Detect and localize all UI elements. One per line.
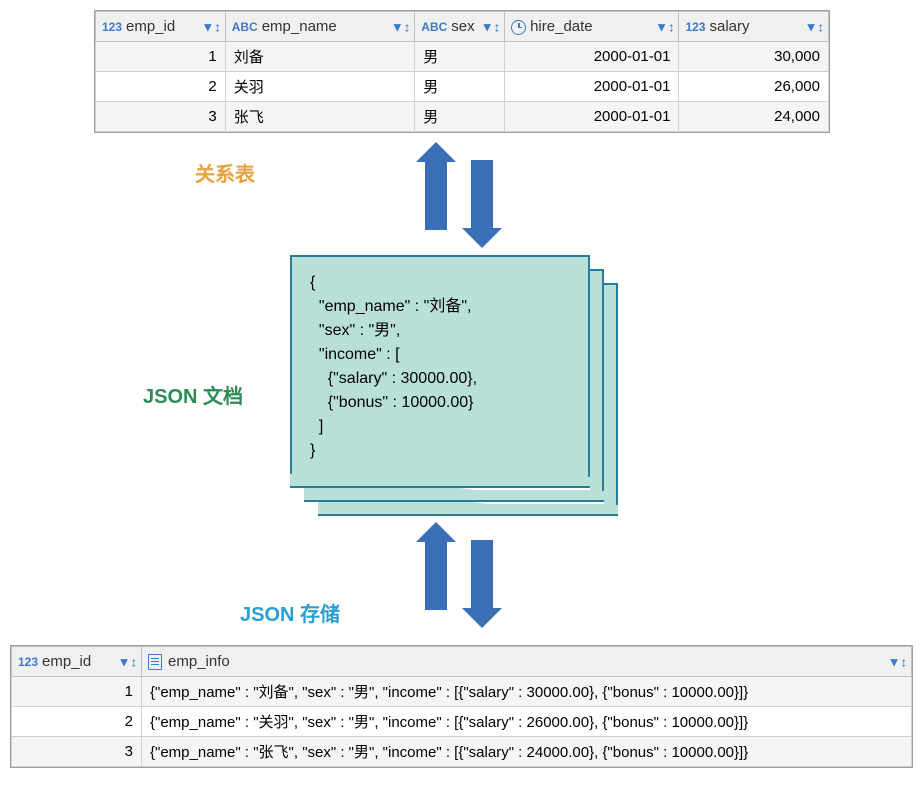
- filter-sort-icon[interactable]: ▼↕: [118, 654, 137, 669]
- table-cell: 男: [415, 72, 505, 102]
- label-json-storage: JSON 存储: [240, 598, 340, 627]
- date-type-icon: [511, 20, 526, 35]
- table-cell: 刘备: [225, 42, 415, 72]
- table-cell: {"emp_name" : "刘备", "sex" : "男", "income…: [142, 677, 912, 707]
- column-header-emp_name[interactable]: ABC emp_name ▼↕: [225, 12, 415, 42]
- column-header-sex[interactable]: ABC sex ▼↕: [415, 12, 505, 42]
- table-cell: 男: [415, 102, 505, 132]
- filter-sort-icon[interactable]: ▼↕: [481, 19, 500, 34]
- document-type-icon: [148, 654, 162, 670]
- arrows-top: [415, 160, 503, 235]
- table-cell: {"emp_name" : "张飞", "sex" : "男", "income…: [142, 737, 912, 767]
- filter-sort-icon[interactable]: ▼↕: [805, 19, 824, 34]
- column-name: salary: [709, 18, 749, 35]
- table-cell: 关羽: [225, 72, 415, 102]
- column-name: emp_info: [168, 653, 230, 670]
- filter-sort-icon[interactable]: ▼↕: [391, 19, 410, 34]
- arrow-up-icon: [425, 160, 447, 230]
- table-cell: 2000-01-01: [505, 102, 679, 132]
- column-name: hire_date: [530, 18, 593, 35]
- filter-sort-icon[interactable]: ▼↕: [201, 19, 220, 34]
- arrow-down-icon: [471, 540, 493, 610]
- arrow-up-icon: [425, 540, 447, 610]
- arrows-bottom: [415, 540, 503, 615]
- column-name: emp_name: [262, 18, 337, 35]
- filter-sort-icon[interactable]: ▼↕: [655, 19, 674, 34]
- text-type-icon: ABC: [421, 20, 447, 34]
- table-cell: 26,000: [679, 72, 829, 102]
- column-name: emp_id: [126, 18, 175, 35]
- json-storage-table: 123 emp_id ▼↕ emp_info ▼↕ 1{"emp_name" : "刘备…: [10, 645, 913, 768]
- doc-front: { "emp_name" : "刘备", "sex" : "男", "incom…: [290, 255, 590, 490]
- table-row: 2{"emp_name" : "关羽", "sex" : "男", "incom…: [12, 707, 912, 737]
- table-cell: 3: [12, 737, 142, 767]
- table-2: 123 emp_id ▼↕ emp_info ▼↕ 1{"emp_name" : "刘备…: [11, 646, 912, 767]
- label-relational-table: 关系表: [195, 158, 255, 187]
- label-json-doc: JSON 文档: [143, 380, 243, 409]
- table-cell: 2000-01-01: [505, 72, 679, 102]
- table-cell: 30,000: [679, 42, 829, 72]
- column-header-emp_id[interactable]: 123 emp_id ▼↕: [96, 12, 226, 42]
- table-cell: 1: [96, 42, 226, 72]
- table-cell: 2000-01-01: [505, 42, 679, 72]
- table-cell: 张飞: [225, 102, 415, 132]
- column-name: emp_id: [42, 653, 91, 670]
- column-header-emp_info[interactable]: emp_info ▼↕: [142, 647, 912, 677]
- table-cell: 1: [12, 677, 142, 707]
- table-cell: 2: [96, 72, 226, 102]
- table-row: 1刘备男2000-01-0130,000: [96, 42, 829, 72]
- json-document-text: { "emp_name" : "刘备", "sex" : "男", "incom…: [310, 271, 570, 463]
- column-header-salary[interactable]: 123 salary ▼↕: [679, 12, 829, 42]
- filter-sort-icon[interactable]: ▼↕: [888, 654, 907, 669]
- numeric-type-icon: 123: [685, 20, 705, 34]
- column-header-hire_date[interactable]: hire_date ▼↕: [505, 12, 679, 42]
- table-row: 1{"emp_name" : "刘备", "sex" : "男", "incom…: [12, 677, 912, 707]
- relational-table: 123emp_id▼↕ABCemp_name▼↕ABCsex▼↕hire_dat…: [94, 10, 830, 133]
- table-cell: 24,000: [679, 102, 829, 132]
- table-row: 2关羽男2000-01-0126,000: [96, 72, 829, 102]
- numeric-type-icon: 123: [102, 20, 122, 34]
- numeric-type-icon: 123: [18, 655, 38, 669]
- column-name: sex: [451, 18, 474, 35]
- table-1: 123emp_id▼↕ABCemp_name▼↕ABCsex▼↕hire_dat…: [95, 11, 829, 132]
- arrow-down-icon: [471, 160, 493, 230]
- table-cell: 男: [415, 42, 505, 72]
- table-cell: 2: [12, 707, 142, 737]
- column-header-emp_id[interactable]: 123 emp_id ▼↕: [12, 647, 142, 677]
- table-cell: {"emp_name" : "关羽", "sex" : "男", "income…: [142, 707, 912, 737]
- table-cell: 3: [96, 102, 226, 132]
- table-row: 3张飞男2000-01-0124,000: [96, 102, 829, 132]
- json-document-stack: { "emp_name" : "刘备", "sex" : "男", "incom…: [290, 255, 610, 515]
- text-type-icon: ABC: [232, 20, 258, 34]
- table-row: 3{"emp_name" : "张飞", "sex" : "男", "incom…: [12, 737, 912, 767]
